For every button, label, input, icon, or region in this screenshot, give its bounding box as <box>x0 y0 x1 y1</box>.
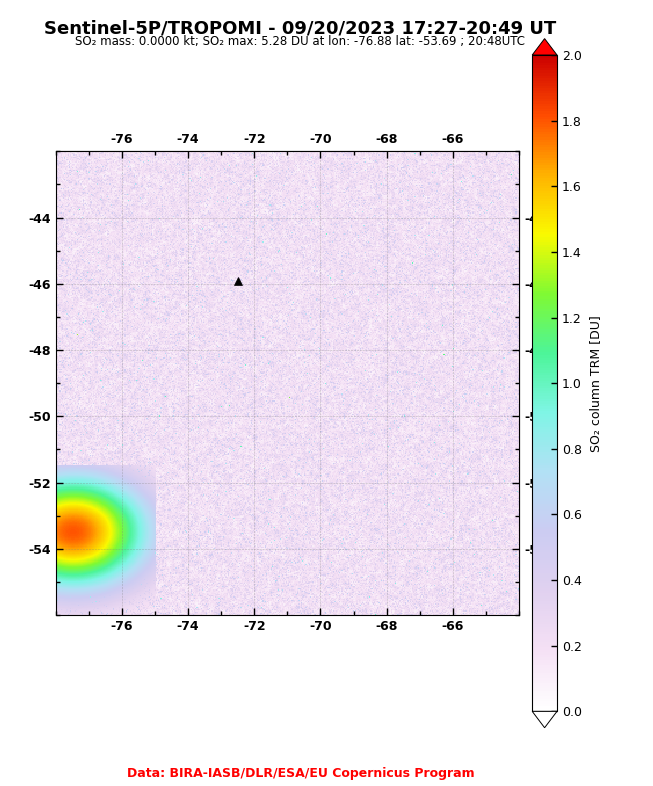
Text: Sentinel-5P/TROPOMI - 09/20/2023 17:27-20:49 UT: Sentinel-5P/TROPOMI - 09/20/2023 17:27-2… <box>44 20 556 38</box>
Polygon shape <box>532 39 557 55</box>
Y-axis label: SO₂ column TRM [DU]: SO₂ column TRM [DU] <box>589 315 602 451</box>
Text: Data: BIRA-IASB/DLR/ESA/EU Copernicus Program: Data: BIRA-IASB/DLR/ESA/EU Copernicus Pr… <box>127 766 474 780</box>
Text: SO₂ mass: 0.0000 kt; SO₂ max: 5.28 DU at lon: -76.88 lat: -53.69 ; 20:48UTC: SO₂ mass: 0.0000 kt; SO₂ max: 5.28 DU at… <box>75 35 526 49</box>
Polygon shape <box>532 711 557 728</box>
